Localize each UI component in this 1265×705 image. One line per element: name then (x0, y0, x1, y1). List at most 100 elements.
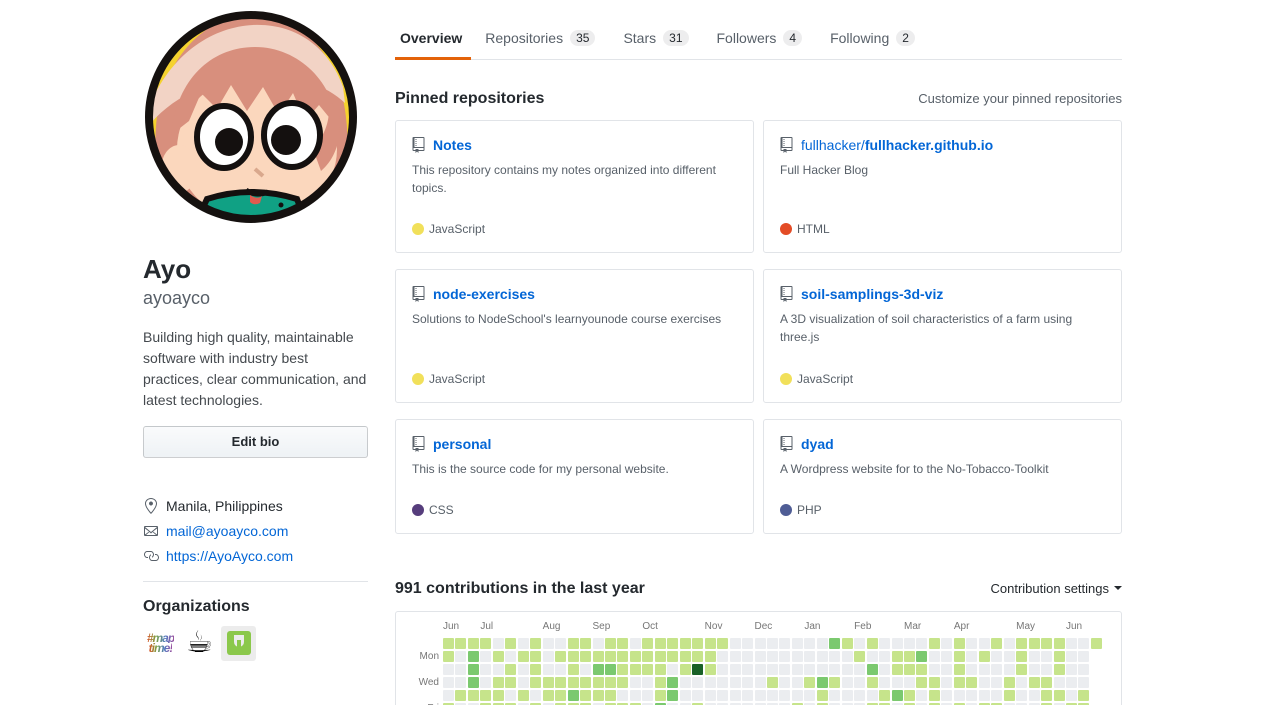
contribution-cell[interactable] (742, 677, 754, 688)
contribution-cell[interactable] (829, 638, 841, 649)
contribution-cell[interactable] (455, 677, 467, 688)
contribution-cell[interactable] (978, 703, 990, 705)
contribution-cell[interactable] (991, 638, 1003, 649)
contribution-cell[interactable] (1053, 690, 1065, 701)
org-avatar-maptime[interactable]: #map time! (143, 625, 178, 661)
contribution-cell[interactable] (779, 703, 791, 705)
contribution-cell[interactable] (1028, 690, 1040, 701)
contribution-cell[interactable] (1003, 677, 1015, 688)
contribution-cell[interactable] (804, 638, 816, 649)
contribution-cell[interactable] (567, 690, 579, 701)
contribution-cell[interactable] (916, 677, 928, 688)
contribution-cell[interactable] (791, 638, 803, 649)
contribution-cell[interactable] (904, 664, 916, 675)
contribution-cell[interactable] (766, 703, 778, 705)
contribution-cell[interactable] (1066, 690, 1077, 701)
contribution-cell[interactable] (580, 703, 592, 705)
contribution-cell[interactable] (729, 664, 741, 675)
contribution-cell[interactable] (978, 677, 990, 688)
contribution-cell[interactable] (779, 651, 791, 662)
contribution-cell[interactable] (1016, 677, 1028, 688)
contribution-cell[interactable] (841, 664, 853, 675)
contribution-cell[interactable] (928, 651, 940, 662)
contribution-cell[interactable] (953, 703, 965, 705)
contribution-cell[interactable] (455, 651, 467, 662)
contribution-cell[interactable] (1041, 651, 1053, 662)
contribution-cell[interactable] (667, 677, 679, 688)
contribution-cell[interactable] (754, 677, 766, 688)
contribution-cell[interactable] (816, 703, 828, 705)
contribution-cell[interactable] (505, 664, 517, 675)
contribution-cell[interactable] (729, 703, 741, 705)
contribution-cell[interactable] (629, 664, 641, 675)
contribution-cell[interactable] (530, 638, 542, 649)
contribution-cell[interactable] (941, 677, 953, 688)
contribution-cell[interactable] (555, 703, 567, 705)
contribution-cell[interactable] (443, 651, 454, 662)
contribution-cell[interactable] (779, 690, 791, 701)
contribution-cell[interactable] (829, 677, 841, 688)
contribution-cell[interactable] (443, 703, 454, 705)
contribution-cell[interactable] (766, 677, 778, 688)
contribution-cell[interactable] (804, 703, 816, 705)
org-avatar-nodeschool[interactable] (221, 625, 256, 661)
contribution-cell[interactable] (530, 651, 542, 662)
contribution-cell[interactable] (492, 677, 504, 688)
contribution-cell[interactable] (692, 690, 704, 701)
contribution-cell[interactable] (1041, 638, 1053, 649)
contribution-cell[interactable] (567, 677, 579, 688)
contribution-cell[interactable] (467, 651, 479, 662)
contribution-cell[interactable] (941, 664, 953, 675)
contribution-cell[interactable] (654, 703, 666, 705)
contribution-cell[interactable] (642, 703, 654, 705)
contribution-cell[interactable] (580, 664, 592, 675)
contribution-cell[interactable] (1016, 690, 1028, 701)
contribution-cell[interactable] (642, 664, 654, 675)
contribution-cell[interactable] (742, 651, 754, 662)
contribution-cell[interactable] (542, 677, 554, 688)
contribution-cell[interactable] (667, 651, 679, 662)
contribution-cell[interactable] (629, 677, 641, 688)
contribution-cell[interactable] (617, 677, 629, 688)
contribution-cell[interactable] (791, 664, 803, 675)
contribution-cell[interactable] (555, 690, 567, 701)
contribution-cell[interactable] (704, 703, 716, 705)
contribution-cell[interactable] (443, 690, 454, 701)
contribution-cell[interactable] (841, 651, 853, 662)
customize-pinned-link[interactable]: Customize your pinned repositories (918, 91, 1122, 106)
contribution-cell[interactable] (1016, 703, 1028, 705)
contribution-cell[interactable] (1028, 677, 1040, 688)
contribution-cell[interactable] (617, 638, 629, 649)
contribution-cell[interactable] (692, 651, 704, 662)
contribution-cell[interactable] (754, 664, 766, 675)
contribution-cell[interactable] (455, 703, 467, 705)
contribution-cell[interactable] (829, 690, 841, 701)
contribution-cell[interactable] (891, 651, 903, 662)
contribution-cell[interactable] (916, 690, 928, 701)
contribution-cell[interactable] (679, 638, 691, 649)
contribution-cell[interactable] (928, 664, 940, 675)
contribution-cell[interactable] (729, 651, 741, 662)
contribution-cell[interactable] (604, 651, 616, 662)
contribution-cell[interactable] (654, 638, 666, 649)
contribution-cell[interactable] (480, 638, 492, 649)
contribution-cell[interactable] (766, 638, 778, 649)
contribution-cell[interactable] (592, 703, 604, 705)
contribution-cell[interactable] (941, 638, 953, 649)
contribution-cell[interactable] (916, 664, 928, 675)
contribution-cell[interactable] (1003, 664, 1015, 675)
contribution-cell[interactable] (742, 703, 754, 705)
contribution-cell[interactable] (1041, 703, 1053, 705)
contribution-cell[interactable] (941, 690, 953, 701)
contribution-cell[interactable] (879, 703, 891, 705)
contribution-cell[interactable] (766, 664, 778, 675)
contribution-cell[interactable] (1053, 651, 1065, 662)
contribution-cell[interactable] (517, 690, 529, 701)
contribution-cell[interactable] (492, 638, 504, 649)
email-link[interactable]: mail@ayoayco.com (166, 522, 289, 539)
contribution-cell[interactable] (505, 677, 517, 688)
contribution-cell[interactable] (754, 690, 766, 701)
contribution-cell[interactable] (1003, 703, 1015, 705)
contribution-cell[interactable] (804, 677, 816, 688)
tab-following[interactable]: Following 2 (816, 20, 929, 60)
